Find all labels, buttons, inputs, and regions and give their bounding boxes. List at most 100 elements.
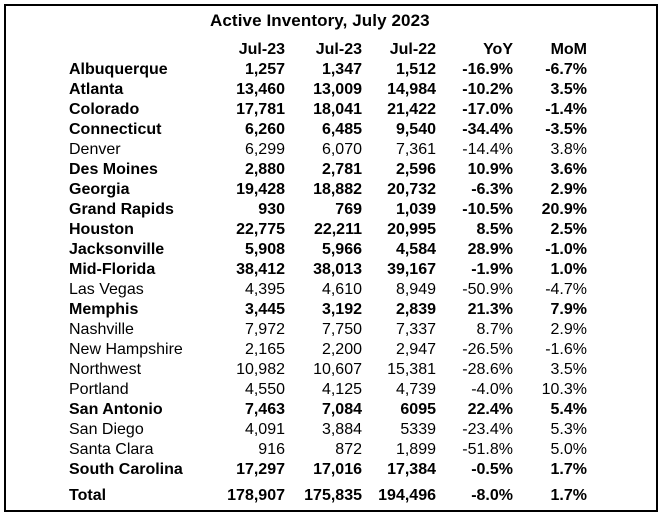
table-row: South Carolina 17,297 17,016 17,384 -0.5% 1.7… — [64, 460, 587, 480]
value-3: 4,739 — [395, 381, 436, 398]
table-row: Houston 22,775 22,211 20,995 8.5% 2.5% — [64, 220, 587, 240]
yoy-change: 8.7% — [476, 321, 513, 338]
value-3: 8,949 — [395, 281, 436, 298]
value-2: 38,013 — [313, 261, 362, 278]
mom-change: 3.5% — [550, 361, 587, 378]
mom-change: -1.4% — [545, 101, 587, 118]
value-1: 38,412 — [236, 261, 285, 278]
market-name: South Carolina — [69, 461, 183, 478]
header-yoy: YoY — [483, 41, 513, 58]
table-row: Grand Rapids 930 769 1,039 -10.5% 20.9% — [64, 200, 587, 220]
value-3: 2,839 — [395, 301, 436, 318]
market-name: Georgia — [69, 181, 130, 198]
value-3: 20,995 — [387, 221, 436, 238]
value-1: 4,091 — [244, 421, 285, 438]
market-name: Colorado — [69, 101, 140, 118]
yoy-change: -14.4% — [462, 141, 513, 158]
table-row: Northwest 10,982 10,607 15,381 -28.6% 3.5% — [64, 360, 587, 380]
table-row: Georgia 19,428 18,882 20,732 -6.3% 2.9% — [64, 180, 587, 200]
value-1: 5,908 — [244, 241, 285, 258]
table-row: Jacksonville 5,908 5,966 4,584 28.9% -1.0% — [64, 240, 587, 260]
yoy-change: 8.5% — [476, 221, 513, 238]
value-1: 4,395 — [244, 281, 285, 298]
value-1: 916 — [258, 441, 285, 458]
market-name: Houston — [69, 221, 134, 238]
market-name: Jacksonville — [69, 241, 165, 258]
value-2: 6,070 — [321, 141, 362, 158]
market-name: Atlanta — [69, 81, 124, 98]
mom-change: 7.9% — [550, 301, 587, 318]
mom-change: 2.9% — [550, 321, 587, 338]
value-3: 14,984 — [387, 81, 436, 98]
value-1: 3,445 — [244, 301, 285, 318]
mom-change: -3.5% — [545, 121, 587, 138]
value-3: 17,384 — [387, 461, 436, 478]
market-name: Albuquerque — [69, 61, 168, 78]
value-2: 4,610 — [321, 281, 362, 298]
mom-change: 3.6% — [550, 161, 587, 178]
value-2: 872 — [335, 441, 362, 458]
value-2: 17,016 — [313, 461, 362, 478]
market-name: Mid-Florida — [69, 261, 156, 278]
header-col-2: Jul-23 — [315, 41, 362, 58]
market-name: San Diego — [69, 421, 144, 438]
yoy-change: -26.5% — [462, 341, 513, 358]
value-3: 1,512 — [395, 61, 436, 78]
mom-change: -1.6% — [545, 341, 587, 358]
value-2: 7,084 — [321, 401, 362, 418]
total-value-1: 178,907 — [227, 487, 285, 504]
yoy-change: -0.5% — [471, 461, 513, 478]
value-3: 1,039 — [395, 201, 436, 218]
yoy-change: -1.9% — [471, 261, 513, 278]
value-3: 21,422 — [387, 101, 436, 118]
table-row: New Hampshire 2,165 2,200 2,947 -26.5% -1.6% — [64, 340, 587, 360]
total-value-2: 175,835 — [304, 487, 362, 504]
value-2: 18,882 — [313, 181, 362, 198]
value-2: 6,485 — [321, 121, 362, 138]
value-3: 4,584 — [395, 241, 436, 258]
value-1: 22,775 — [236, 221, 285, 238]
value-1: 13,460 — [236, 81, 285, 98]
total-value-3: 194,496 — [378, 487, 436, 504]
table-row: Mid-Florida 38,412 38,013 39,167 -1.9% 1.0% — [64, 260, 587, 280]
yoy-change: -10.2% — [462, 81, 513, 98]
value-1: 17,297 — [236, 461, 285, 478]
yoy-change: 22.4% — [467, 401, 513, 418]
value-1: 2,165 — [244, 341, 285, 358]
market-name: Santa Clara — [69, 441, 154, 458]
table-row: Colorado 17,781 18,041 21,422 -17.0% -1.4% — [64, 100, 587, 120]
value-2: 10,607 — [313, 361, 362, 378]
market-name: Portland — [69, 381, 129, 398]
market-name: Northwest — [69, 361, 142, 378]
value-1: 6,260 — [244, 121, 285, 138]
value-3: 15,381 — [387, 361, 436, 378]
header-mom: MoM — [550, 41, 587, 58]
yoy-change: -23.4% — [462, 421, 513, 438]
total-label: Total — [69, 487, 107, 504]
value-2: 5,966 — [321, 241, 362, 258]
value-3: 2,947 — [395, 341, 436, 358]
mom-change: 1.7% — [550, 461, 587, 478]
yoy-change: -6.3% — [471, 181, 513, 198]
table-title: Active Inventory, July 2023 — [210, 11, 430, 30]
value-3: 6095 — [400, 401, 436, 418]
value-1: 6,299 — [244, 141, 285, 158]
value-3: 7,361 — [395, 141, 436, 158]
table-row: San Antonio 7,463 7,084 6095 22.4% 5.4% — [64, 400, 587, 420]
market-name: Grand Rapids — [69, 201, 174, 218]
inventory-table: Jul-23 Jul-23 Jul-22 YoY MoM Albuquerque… — [64, 40, 587, 506]
value-2: 769 — [335, 201, 362, 218]
mom-change: 2.5% — [550, 221, 587, 238]
yoy-change: -17.0% — [462, 101, 513, 118]
value-1: 17,781 — [236, 101, 285, 118]
table-row: Des Moines 2,880 2,781 2,596 10.9% 3.6% — [64, 160, 587, 180]
value-3: 7,337 — [395, 321, 436, 338]
mom-change: 5.3% — [550, 421, 587, 438]
value-2: 2,200 — [321, 341, 362, 358]
table-row: Santa Clara 916 872 1,899 -51.8% 5.0% — [64, 440, 587, 460]
value-3: 5339 — [400, 421, 436, 438]
value-3: 1,899 — [395, 441, 436, 458]
value-1: 2,880 — [244, 161, 285, 178]
yoy-change: -50.9% — [462, 281, 513, 298]
mom-change: 5.0% — [550, 441, 587, 458]
